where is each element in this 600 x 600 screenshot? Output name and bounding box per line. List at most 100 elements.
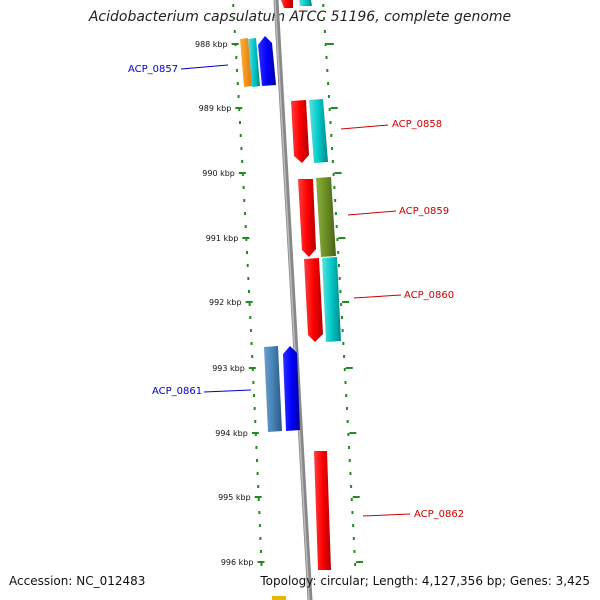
gene-ACP_0861-cog	[264, 346, 282, 432]
ring-dot	[233, 30, 236, 33]
ring-dot	[347, 433, 350, 436]
kbp-tick	[345, 367, 353, 369]
ring-dot	[247, 277, 250, 280]
ring-dot	[235, 56, 238, 59]
ring-dot	[333, 186, 336, 189]
ring-dot	[351, 511, 354, 514]
kbp-tick	[342, 301, 350, 303]
kbp-label: 993 kbp	[212, 364, 245, 373]
ring-dot	[257, 485, 260, 488]
ring-dot	[328, 108, 331, 111]
gene-label-ACP_0862[interactable]: ACP_0862	[414, 509, 464, 520]
kbp-tick	[330, 107, 338, 109]
kbp-tick	[251, 432, 259, 434]
gene-ACP_0860-rna	[322, 257, 341, 342]
ring-dot	[331, 147, 334, 150]
ring-dot	[341, 329, 344, 332]
ring-dot	[260, 563, 263, 566]
genome-backbone	[273, 0, 313, 600]
ring-dot	[259, 537, 262, 540]
ring-dot	[330, 134, 333, 137]
ring-dot	[236, 82, 239, 85]
ring-dot	[346, 420, 349, 423]
gene-ACP_0859-cds	[298, 179, 316, 257]
ring-dot	[323, 17, 326, 20]
ring-dot	[340, 316, 343, 319]
ring-dot	[254, 420, 257, 423]
ring-dot	[252, 381, 255, 384]
ring-dot	[337, 251, 340, 254]
ring-dot	[248, 303, 251, 306]
ring-dot	[344, 381, 347, 384]
leader-ACP_0859	[347, 210, 397, 216]
ring-dot	[242, 186, 245, 189]
kbp-label: 991 kbp	[206, 234, 239, 243]
ring-dot	[241, 173, 244, 176]
kbp-tick	[248, 367, 256, 369]
ring-dot	[348, 459, 351, 462]
ring-dot	[348, 446, 351, 449]
kbp-tick	[231, 43, 239, 45]
ring-dot	[350, 485, 353, 488]
ring-dot	[343, 355, 346, 358]
leader-ACP_0858	[340, 124, 389, 130]
ring-dot	[327, 95, 330, 98]
ring-dot	[256, 459, 259, 462]
ring-dot	[332, 173, 335, 176]
kbp-label: 992 kbp	[209, 298, 242, 307]
ring-dot	[334, 199, 337, 202]
ring-dot	[238, 108, 241, 111]
gene-label-ACP_0858[interactable]: ACP_0858	[392, 119, 442, 130]
ring-dot	[350, 498, 353, 501]
accession-text: Accession: NC_012483	[9, 574, 146, 588]
kbp-tick	[238, 172, 246, 174]
ring-dot	[251, 368, 254, 371]
ring-dot	[323, 30, 326, 33]
ring-dot	[250, 342, 253, 345]
ring-dot	[254, 433, 257, 436]
map-title: Acidobacterium capsulatum ATCC 51196, co…	[88, 9, 512, 25]
ring-dot	[258, 524, 261, 527]
gene-label-ACP_0857[interactable]: ACP_0857	[128, 64, 178, 75]
gene-ACP_0859-cog	[316, 177, 336, 257]
kbp-tick	[257, 561, 265, 563]
ring-dot	[326, 69, 329, 72]
ring-dot	[331, 160, 334, 163]
gene-ACP_0858-rna	[309, 99, 328, 163]
ring-dot	[244, 225, 247, 228]
gene-ACP_0862-cds	[314, 451, 331, 570]
leader-ACP_0862	[362, 513, 411, 517]
ring-dot	[237, 95, 240, 98]
gene-label-ACP_0859[interactable]: ACP_0859	[399, 206, 449, 217]
leader-ACP_0857	[180, 64, 229, 70]
gene-partial-bottom	[272, 596, 286, 600]
ring-dot	[249, 316, 252, 319]
kbp-tick	[334, 172, 342, 174]
gene-label-ACP_0861[interactable]: ACP_0861	[152, 386, 202, 397]
ring-dot	[335, 225, 338, 228]
ring-dot	[251, 355, 254, 358]
ring-dot	[257, 498, 260, 501]
inner-tick-ring	[232, 4, 263, 566]
kbp-tick	[338, 237, 346, 239]
ring-dot	[345, 407, 348, 410]
ring-dot	[338, 277, 341, 280]
ring-dot	[239, 134, 242, 137]
kbp-labels: 988 kbp 989 kbp 990 kbp 991 kbp 992 kbp 993 k…	[195, 40, 253, 567]
kbp-tick	[349, 432, 357, 434]
ring-dot	[353, 550, 356, 553]
kbp-label: 988 kbp	[195, 40, 228, 49]
kbp-label: 990 kbp	[202, 169, 235, 178]
ring-dot	[334, 212, 337, 215]
ring-dot	[340, 303, 343, 306]
gene-ACP_0857-rna	[248, 38, 260, 87]
ring-dot	[243, 199, 246, 202]
gene-partial-top-cyan	[299, 0, 312, 6]
ring-dot	[243, 212, 246, 215]
kbp-label: 995 kbp	[218, 493, 251, 502]
ring-dot	[339, 290, 342, 293]
ring-dot	[345, 394, 348, 397]
kbp-label: 996 kbp	[221, 558, 254, 567]
gene-label-ACP_0860[interactable]: ACP_0860	[404, 290, 454, 301]
